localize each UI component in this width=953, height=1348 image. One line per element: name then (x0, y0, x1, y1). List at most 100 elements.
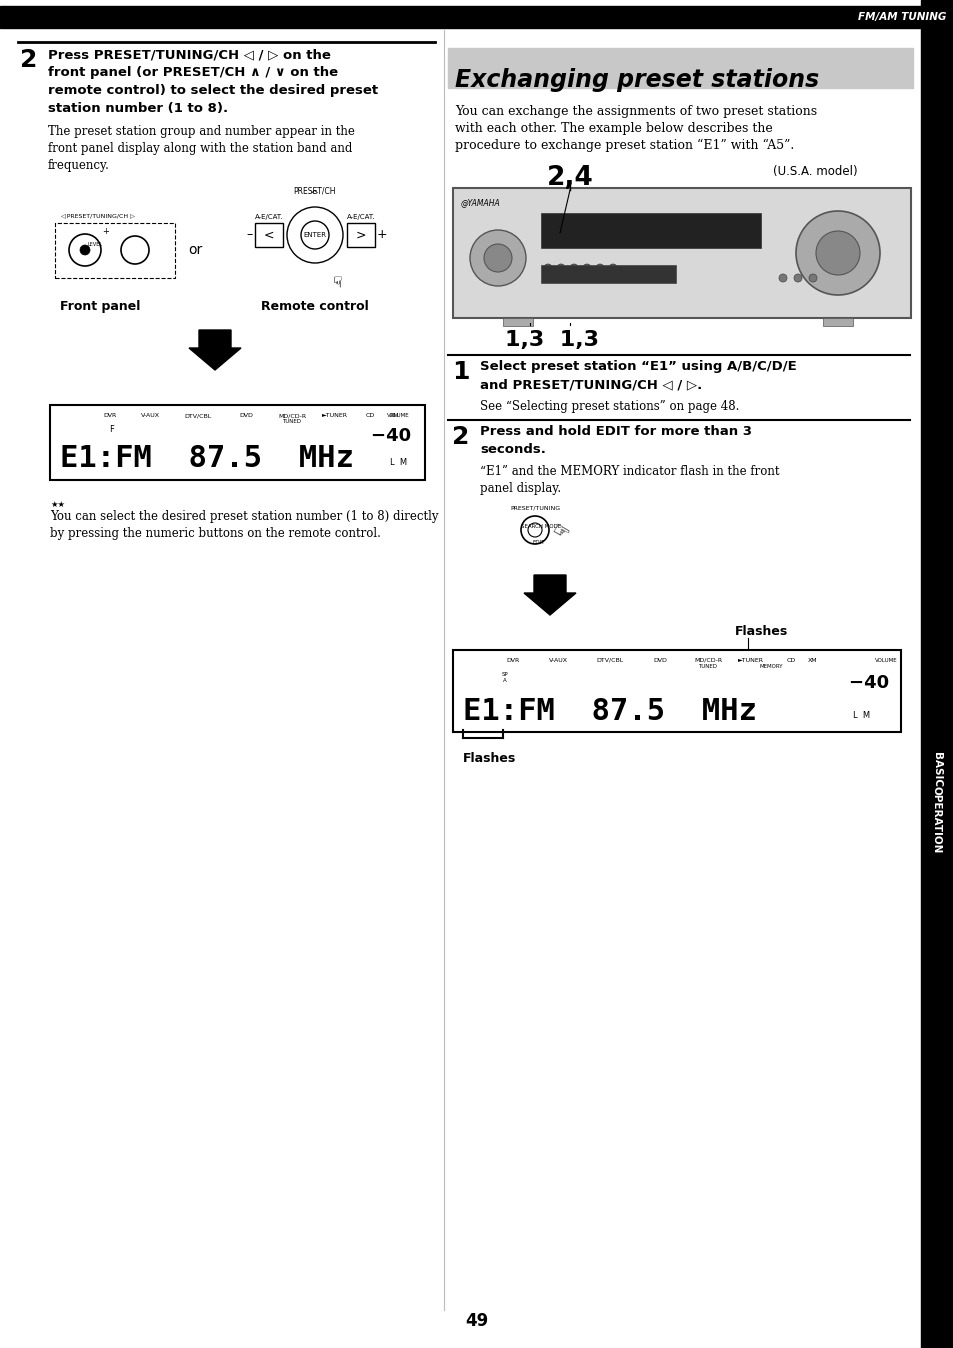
Text: The preset station group and number appear in the
front panel display along with: The preset station group and number appe… (48, 125, 355, 173)
Text: XM: XM (807, 658, 817, 663)
Circle shape (596, 264, 603, 272)
Text: Flashes: Flashes (734, 625, 787, 638)
Bar (453, 187, 910, 318)
Text: VOLUME: VOLUME (387, 412, 410, 418)
Circle shape (793, 274, 801, 282)
Text: TUNED: TUNED (698, 665, 717, 669)
Text: ►TUNER: ►TUNER (322, 412, 348, 418)
Text: DTV/CBL: DTV/CBL (596, 658, 623, 663)
Text: V-AUX: V-AUX (140, 412, 159, 418)
Text: A-E/CAT.: A-E/CAT. (254, 214, 283, 220)
Text: “E1” and the MEMORY indicator flash in the front
panel display.: “E1” and the MEMORY indicator flash in t… (479, 465, 779, 495)
Text: A-E/CAT.: A-E/CAT. (346, 214, 375, 220)
Circle shape (543, 264, 552, 272)
Text: 2: 2 (20, 49, 37, 71)
Text: (U.S.A. model): (U.S.A. model) (773, 164, 857, 178)
Circle shape (470, 231, 525, 286)
Bar (50, 404, 424, 480)
Bar (540, 266, 676, 283)
Circle shape (795, 212, 879, 295)
Text: You can select the desired preset station number (1 to 8) directly
by pressing t: You can select the desired preset statio… (50, 510, 438, 541)
Circle shape (483, 244, 512, 272)
Text: Remote control: Remote control (261, 301, 369, 313)
Text: ☞: ☞ (546, 520, 571, 545)
Text: E1:FM  87.5  MHz: E1:FM 87.5 MHz (462, 697, 757, 727)
Bar (254, 222, 283, 247)
Text: Press PRESET/TUNING/CH ◁ / ▷ on the: Press PRESET/TUNING/CH ◁ / ▷ on the (48, 49, 331, 61)
Text: +: + (376, 229, 387, 241)
Text: DVR: DVR (103, 412, 116, 418)
Bar (920, 0, 953, 1348)
Text: L  M: L M (390, 458, 407, 466)
Text: >: > (355, 229, 366, 241)
Text: DTV/CBL: DTV/CBL (184, 412, 212, 418)
Text: 1: 1 (452, 360, 469, 384)
Text: ENTER: ENTER (303, 232, 326, 239)
Text: SEARCH MODE: SEARCH MODE (520, 524, 560, 528)
Polygon shape (523, 576, 576, 615)
Text: CD: CD (785, 658, 795, 663)
Text: OPERATION: OPERATION (931, 786, 941, 853)
Circle shape (569, 264, 578, 272)
Text: −40: −40 (371, 427, 419, 445)
Text: ◁ PRESET/TUNING/CH ▷: ◁ PRESET/TUNING/CH ▷ (59, 213, 134, 218)
Text: or: or (188, 243, 202, 257)
Circle shape (557, 264, 564, 272)
Text: XM: XM (390, 412, 399, 418)
Text: Press and hold EDIT for more than 3: Press and hold EDIT for more than 3 (479, 425, 751, 438)
Bar (448, 49, 912, 88)
Text: PRESET/CH: PRESET/CH (294, 186, 335, 195)
Text: F: F (110, 425, 114, 434)
Circle shape (608, 264, 617, 272)
Bar (347, 222, 375, 247)
Circle shape (80, 245, 90, 255)
Text: L  M: L M (852, 710, 869, 720)
Text: SP
A: SP A (501, 673, 508, 683)
Text: DVD: DVD (239, 412, 253, 418)
Text: PRESET/TUNING: PRESET/TUNING (510, 506, 559, 510)
Text: BASIC: BASIC (931, 752, 941, 787)
Text: 2: 2 (452, 425, 469, 449)
Text: Flashes: Flashes (462, 752, 516, 766)
Text: EDIT: EDIT (533, 541, 545, 545)
Text: See “Selecting preset stations” on page 48.: See “Selecting preset stations” on page … (479, 400, 739, 412)
Bar (822, 318, 852, 326)
Text: ☞: ☞ (327, 275, 341, 288)
Text: −40: −40 (848, 674, 897, 692)
Text: 1,3  1,3: 1,3 1,3 (504, 330, 598, 350)
Text: remote control) to select the desired preset: remote control) to select the desired pr… (48, 84, 377, 97)
Text: Select preset station “E1” using A/B/C/D/E: Select preset station “E1” using A/B/C/D… (479, 360, 796, 373)
Bar (502, 318, 533, 326)
Text: station number (1 to 8).: station number (1 to 8). (48, 102, 228, 115)
Text: 49: 49 (465, 1312, 488, 1330)
Polygon shape (189, 330, 241, 369)
Text: Front panel: Front panel (60, 301, 140, 313)
Text: TUNED: TUNED (282, 419, 301, 425)
Bar (0, 5, 953, 28)
Text: DVR: DVR (506, 658, 519, 663)
Text: VOLUME: VOLUME (875, 658, 897, 663)
Circle shape (779, 274, 786, 282)
Text: MEMORY: MEMORY (759, 665, 781, 669)
Text: ★★: ★★ (50, 500, 65, 510)
Text: DVD: DVD (653, 658, 666, 663)
Text: CD: CD (365, 412, 375, 418)
Text: @YAMAHA: @YAMAHA (460, 198, 500, 208)
Circle shape (582, 264, 590, 272)
Text: LEVEL: LEVEL (88, 243, 103, 248)
Text: –: – (247, 229, 253, 241)
Text: ►TUNER: ►TUNER (738, 658, 763, 663)
Text: seconds.: seconds. (479, 443, 545, 456)
Bar (540, 213, 760, 248)
Text: ^: ^ (310, 190, 319, 200)
Circle shape (815, 231, 859, 275)
Bar (55, 222, 174, 278)
Text: +: + (102, 228, 109, 236)
Bar (453, 650, 900, 732)
Text: MD/CD-R: MD/CD-R (693, 658, 721, 663)
Text: FM/AM TUNING: FM/AM TUNING (857, 12, 945, 22)
Text: V-AUX: V-AUX (548, 658, 567, 663)
Text: <: < (263, 229, 274, 241)
Circle shape (808, 274, 816, 282)
Text: You can exchange the assignments of two preset stations
with each other. The exa: You can exchange the assignments of two … (455, 105, 817, 152)
